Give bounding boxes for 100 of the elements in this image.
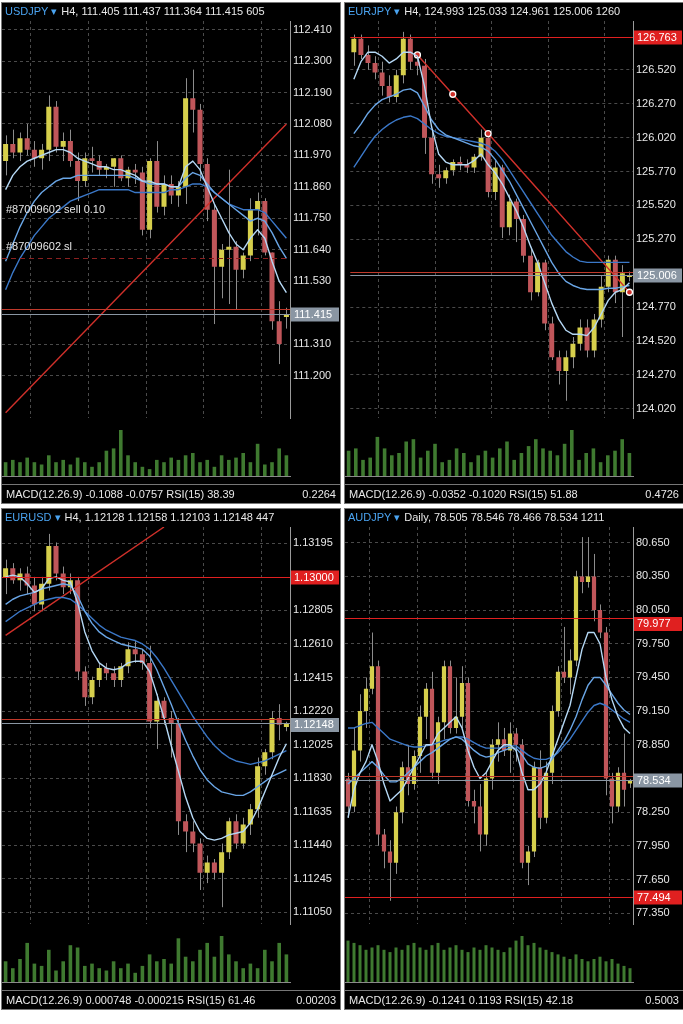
bar: [574, 954, 578, 982]
candlestick: [584, 318, 590, 358]
y-tick-label: 124.770: [636, 300, 676, 313]
bar: [205, 942, 209, 982]
bar: [412, 942, 416, 982]
candlestick: [471, 789, 477, 824]
y-tick-label: 112.300: [293, 54, 332, 67]
candlestick: [386, 74, 392, 103]
candlestick: [585, 536, 591, 589]
candlestick: [89, 676, 95, 705]
candlestick: [563, 350, 569, 402]
candlestick: [363, 676, 369, 729]
candlestick: [118, 662, 124, 688]
candlestick: [3, 134, 9, 176]
bar: [514, 940, 518, 982]
candlestick: [204, 855, 210, 884]
bar: [155, 459, 159, 476]
candlestick: [240, 817, 246, 850]
bar: [426, 450, 430, 476]
text: MACD(12.26.9) 0.000748 -0.000215 RSI(15) 61.46: [6, 993, 256, 1008]
bar: [97, 968, 101, 982]
y-tick-label: 78.250: [636, 805, 670, 818]
bar: [502, 952, 506, 982]
candlestick: [111, 665, 117, 688]
bar: [90, 963, 94, 982]
text: MACD(12.26.9) -0.1241 0.1193 RSI(15) 42.18: [349, 993, 574, 1008]
chart-subtitle: H4, 111.405 111.437 111.364 111.415 605: [61, 5, 265, 17]
bar: [47, 949, 51, 982]
bar: [47, 455, 51, 476]
bar: [54, 462, 58, 476]
y-tick-label: 1.12805: [293, 603, 333, 616]
bar: [460, 949, 464, 982]
bar: [520, 936, 524, 982]
bar: [234, 457, 238, 476]
text: MACD(12.26.9) -0.0352 -0.1020 RSI(15) 51.88: [349, 487, 578, 502]
bar: [126, 455, 130, 476]
y-tick-label: 77.650: [636, 872, 670, 885]
bar: [610, 959, 614, 982]
text: 0.4726: [645, 487, 679, 502]
bar: [484, 945, 488, 982]
candlestick: [436, 164, 442, 189]
point: [625, 288, 634, 296]
bar: [469, 462, 473, 476]
y-tick-label: 111.310: [293, 337, 332, 350]
candlestick: [381, 828, 387, 869]
y-tick-label: 1.11830: [293, 771, 332, 784]
candlestick: [379, 61, 385, 97]
candlestick: [17, 132, 23, 162]
bar: [532, 942, 536, 982]
chart-subtitle: Daily, 78.505 78.546 78.466 78.534 1211: [404, 511, 605, 523]
bar: [462, 453, 466, 476]
y-tick-label: 80.650: [636, 535, 670, 548]
y-tick-label: 111.200: [293, 368, 332, 381]
bar: [616, 963, 620, 982]
candlestick: [262, 748, 268, 776]
candlestick: [556, 350, 562, 385]
candlestick: [233, 813, 239, 850]
bar: [526, 945, 530, 982]
y-tick-label: 125.520: [636, 198, 676, 211]
bar: [25, 457, 29, 476]
bar: [83, 965, 87, 982]
bar: [580, 959, 584, 982]
y-tick-label: 79.150: [636, 704, 670, 717]
chart-title: USDJPY ▾: [5, 5, 58, 17]
bar: [598, 956, 602, 982]
bar: [505, 441, 509, 476]
bar: [400, 949, 404, 982]
bar: [424, 949, 428, 982]
candlestick: [132, 163, 138, 185]
bar: [512, 459, 516, 476]
bar: [18, 462, 22, 476]
candlestick: [240, 252, 246, 279]
bar: [90, 466, 94, 476]
bar: [368, 457, 372, 476]
candlestick: [365, 44, 371, 71]
bar: [198, 949, 202, 982]
bar: [577, 459, 581, 476]
bar: [227, 954, 231, 982]
y-tick-label: 126.270: [636, 96, 676, 109]
candlestick: [161, 174, 167, 216]
bar: [361, 459, 365, 476]
y-tick-label: 1.11635: [293, 804, 332, 817]
bar: [364, 949, 368, 982]
y-tick-label: 79.750: [636, 636, 670, 649]
candlestick: [24, 123, 30, 156]
bar: [83, 462, 87, 476]
y-tick-label: 124.020: [636, 401, 676, 414]
point: [484, 129, 492, 138]
candlestick: [597, 603, 603, 639]
y-tick-label: 1.11245: [293, 871, 332, 884]
bar: [622, 965, 626, 982]
y-tick-label: 125.270: [636, 232, 676, 245]
y-tick-label: 111.750: [293, 211, 332, 224]
bar: [606, 455, 610, 476]
candlestick: [567, 648, 573, 695]
bar: [277, 448, 281, 476]
ref-line-label: 78.534: [637, 773, 671, 786]
bar: [370, 947, 374, 982]
y-tick-label: 1.12610: [293, 637, 333, 650]
bar: [466, 952, 470, 982]
